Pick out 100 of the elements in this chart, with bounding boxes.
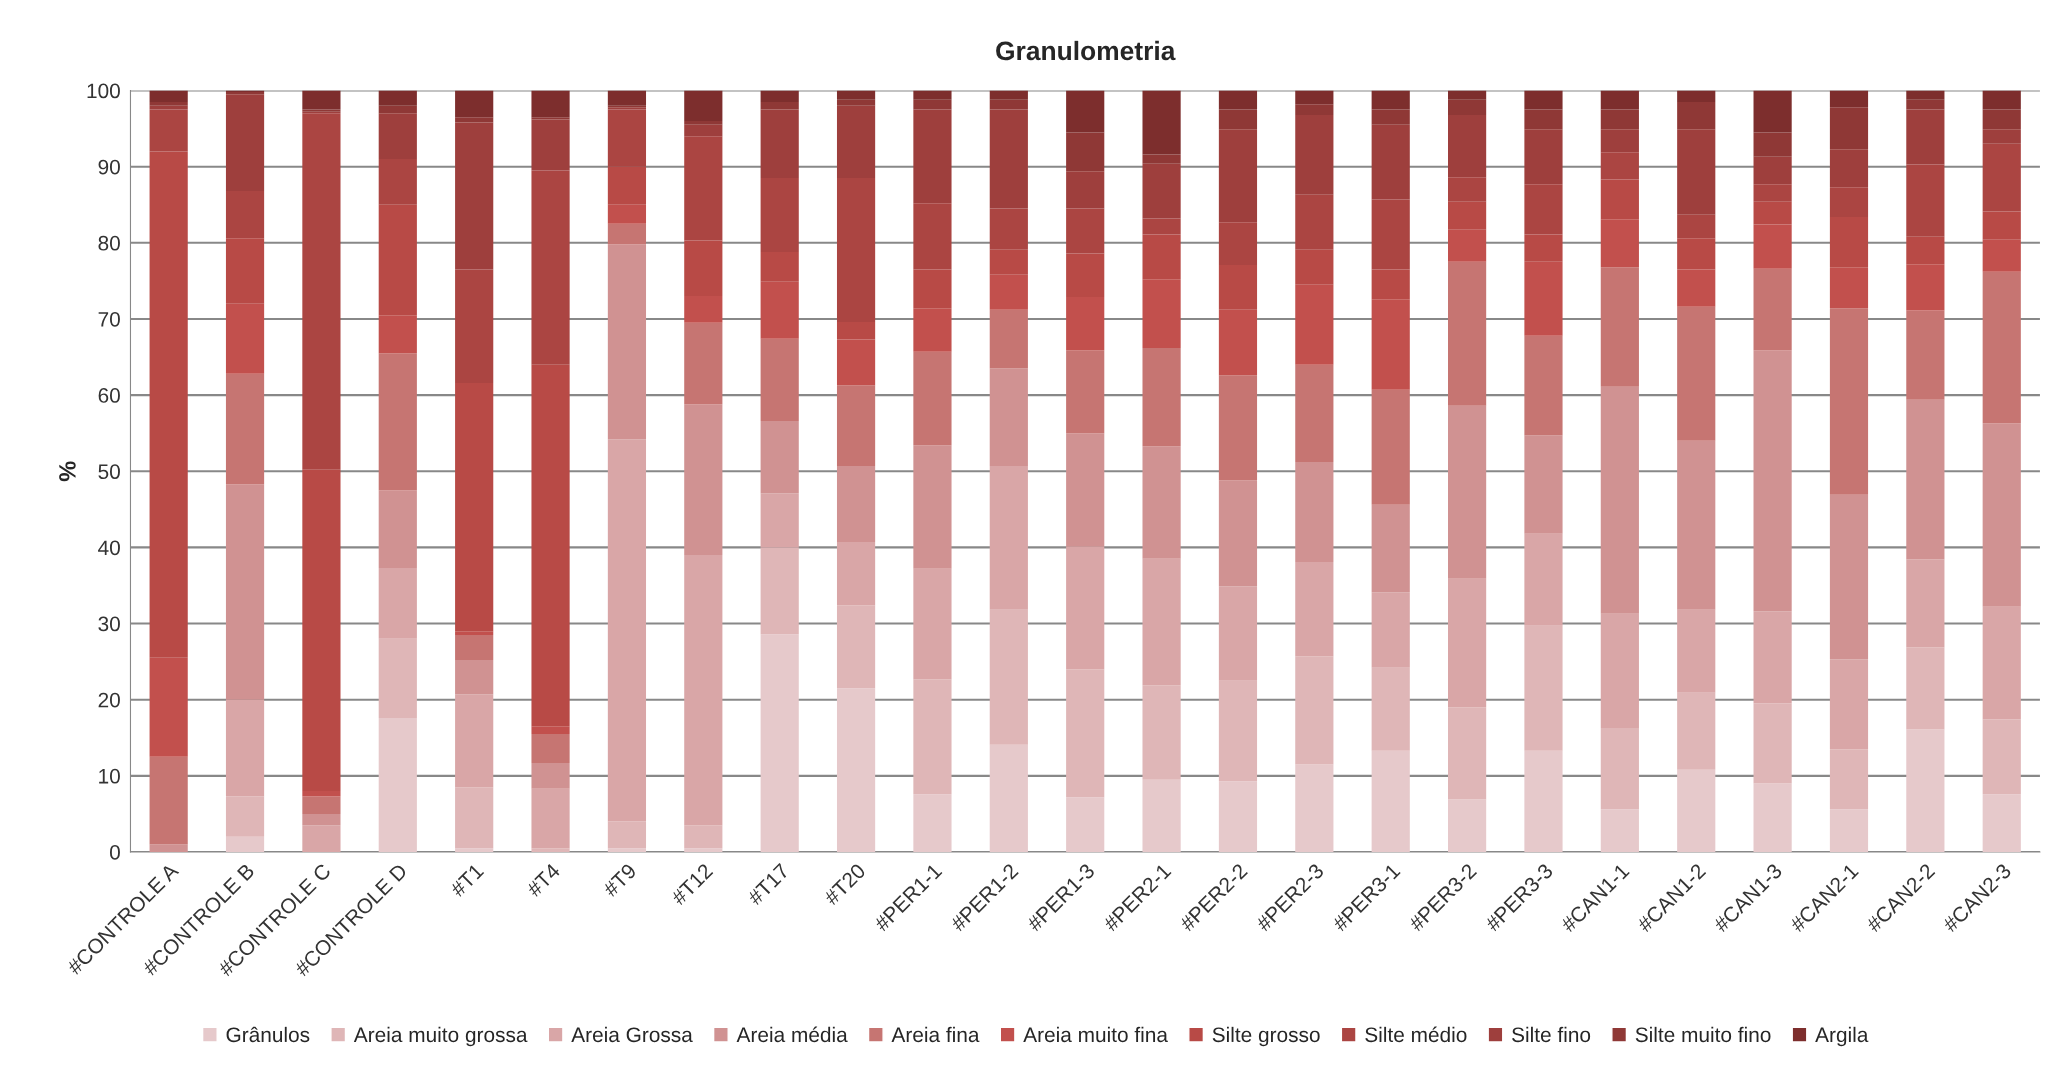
bar [1677,90,1716,102]
bar [378,159,417,205]
bar [1218,680,1258,782]
bar [989,744,1028,852]
bar [913,445,952,569]
bar [684,136,723,241]
legend-label: Silte muito fino [1635,1026,1771,1043]
bar [1677,101,1716,130]
bar [1600,386,1639,614]
bar [989,609,1028,745]
bar [836,688,876,852]
bar [760,101,799,110]
legend-label: Areia muito fina [1023,1026,1168,1043]
bar [913,109,952,204]
bar [1448,405,1487,579]
bar [1982,794,2021,852]
bar [1829,494,1869,660]
y-tick-label: 80 [98,235,120,251]
bar [378,353,417,491]
bar [149,101,188,106]
x-tick-label: #T9 [602,862,638,898]
bar [1371,504,1410,593]
bar [1371,389,1410,505]
bar [225,699,265,797]
bar [1829,107,1869,150]
bar [1677,214,1716,239]
bar [1600,267,1639,387]
bar [1218,222,1258,265]
bar [302,469,341,792]
bar [1371,667,1410,751]
bar [1753,703,1792,784]
legend-label: Areia média [736,1026,848,1043]
bar [1142,154,1181,164]
bar [1829,149,1869,188]
bar [760,634,799,852]
bar [1448,707,1487,800]
bar [836,99,876,106]
bar [302,796,341,814]
y-tick-label: 70 [98,311,120,327]
bar [760,90,799,102]
bar [913,99,952,110]
bar [607,109,647,167]
bar [760,547,799,635]
bar [531,170,570,365]
x-tick-label: #T4 [525,862,561,898]
bar [913,794,952,852]
bar [913,568,952,680]
bar [1753,90,1792,133]
bar [836,542,876,606]
bar [149,844,188,852]
bar [302,113,341,470]
bar [225,796,265,837]
bar [684,124,723,137]
bar [1753,132,1792,157]
bar [684,120,723,125]
bar [1142,558,1181,686]
bar [1371,124,1410,200]
bar [531,848,570,852]
y-tick-label: 0 [109,845,120,860]
bar [1677,692,1716,770]
bar [1906,729,1945,852]
bar [302,813,341,826]
y-tick-label: 60 [98,388,120,403]
bar [149,109,188,152]
bar [378,113,417,160]
bar [1753,611,1792,704]
bar [913,351,952,446]
bar [1066,350,1105,434]
bar [836,385,876,466]
y-tick-label: 50 [98,464,120,480]
bar [1295,104,1334,115]
bar [1295,656,1334,765]
legend-label: Silte fino [1512,1026,1591,1043]
bar [225,484,265,700]
bar [1600,109,1639,130]
bar [1218,586,1258,681]
bar [1448,114,1487,178]
bar [1600,613,1639,728]
bar [1448,99,1487,115]
bar [1218,90,1258,110]
bar [913,679,952,795]
bar [1906,99,1945,110]
bar [1142,163,1181,219]
bar [760,178,799,252]
bar [989,309,1028,369]
bar [1524,625,1563,751]
bar [531,733,570,763]
bar [1524,435,1563,534]
bar [1753,350,1792,612]
bar [1677,609,1716,693]
bar [1524,184,1563,235]
bar [1295,764,1334,852]
bar [836,90,876,100]
bar [1142,446,1181,559]
bar [1906,310,1945,400]
legend-label: Silte médio [1365,1026,1467,1043]
legend-label: Silte grosso [1212,1026,1320,1047]
bar [1295,194,1334,250]
bar [1371,592,1410,668]
bar [607,90,647,106]
